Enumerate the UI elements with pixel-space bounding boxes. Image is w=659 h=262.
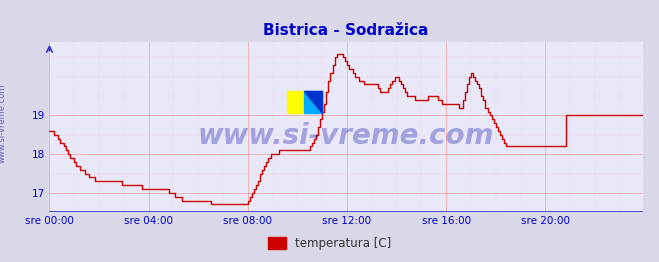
Polygon shape xyxy=(304,91,322,113)
Bar xyxy=(304,91,322,113)
Text: www.si-vreme.com: www.si-vreme.com xyxy=(0,83,7,163)
Title: Bistrica - Sodražica: Bistrica - Sodražica xyxy=(264,23,428,38)
Legend: temperatura [C]: temperatura [C] xyxy=(263,232,396,255)
Bar xyxy=(287,91,304,113)
Text: www.si-vreme.com: www.si-vreme.com xyxy=(198,122,494,150)
